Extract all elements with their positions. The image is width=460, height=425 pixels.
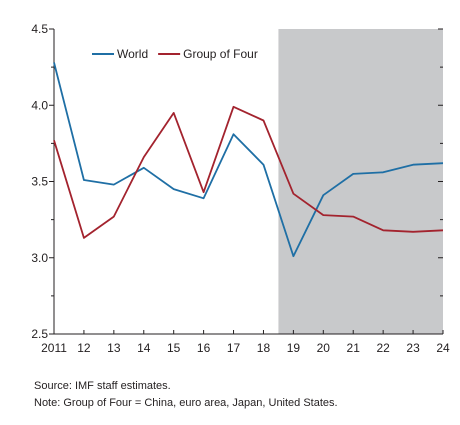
series-line-world [53,62,444,258]
x-tick-label: 18 [257,341,271,355]
x-tick-label: 22 [376,341,390,355]
x-tick-label: 15 [167,341,181,355]
group-note: Note: Group of Four = China, euro area, … [34,397,338,409]
y-tick-label: 4.0 [31,98,48,112]
legend-label-world: World [117,47,148,61]
x-tick-label: 2011 [41,341,67,355]
x-tick-label: 14 [137,341,151,355]
x-tick-label: 24 [436,341,450,355]
x-tick-label: 12 [77,341,91,355]
x-tick-label: 17 [227,341,241,355]
x-tick-label: 23 [406,341,420,355]
projection-shade [278,29,443,334]
x-axis-ticks: 2011 12 13 14 15 16 17 18 19 20 21 22 23 24 [41,330,450,355]
x-tick-label: 13 [107,341,121,355]
line-chart: 2.5 3.0 3.5 4.0 4.5 2011 12 13 14 15 16 17 18 19 20 21… [31,22,450,355]
chart-notes: Source: IMF staff estimates. Note: Group… [34,378,338,412]
y-tick-label: 3.0 [31,251,48,265]
series-line-group-of-four [53,105,444,239]
x-tick-label: 16 [197,341,211,355]
series-lines [53,62,444,258]
x-tick-label: 20 [317,341,331,355]
y-tick-label: 2.5 [31,327,48,341]
x-tick-label: 21 [347,341,361,355]
legend-label-group-of-four: Group of Four [183,47,258,61]
y-tick-label: 3.5 [31,175,48,189]
y-axis-ticks: 2.5 3.0 3.5 4.0 4.5 [31,22,443,341]
source-note: Source: IMF staff estimates. [34,380,171,392]
projection-shading [278,29,443,334]
y-tick-label: 4.5 [31,22,48,36]
legend: World Group of Four [92,47,258,61]
x-tick-label: 19 [287,341,301,355]
